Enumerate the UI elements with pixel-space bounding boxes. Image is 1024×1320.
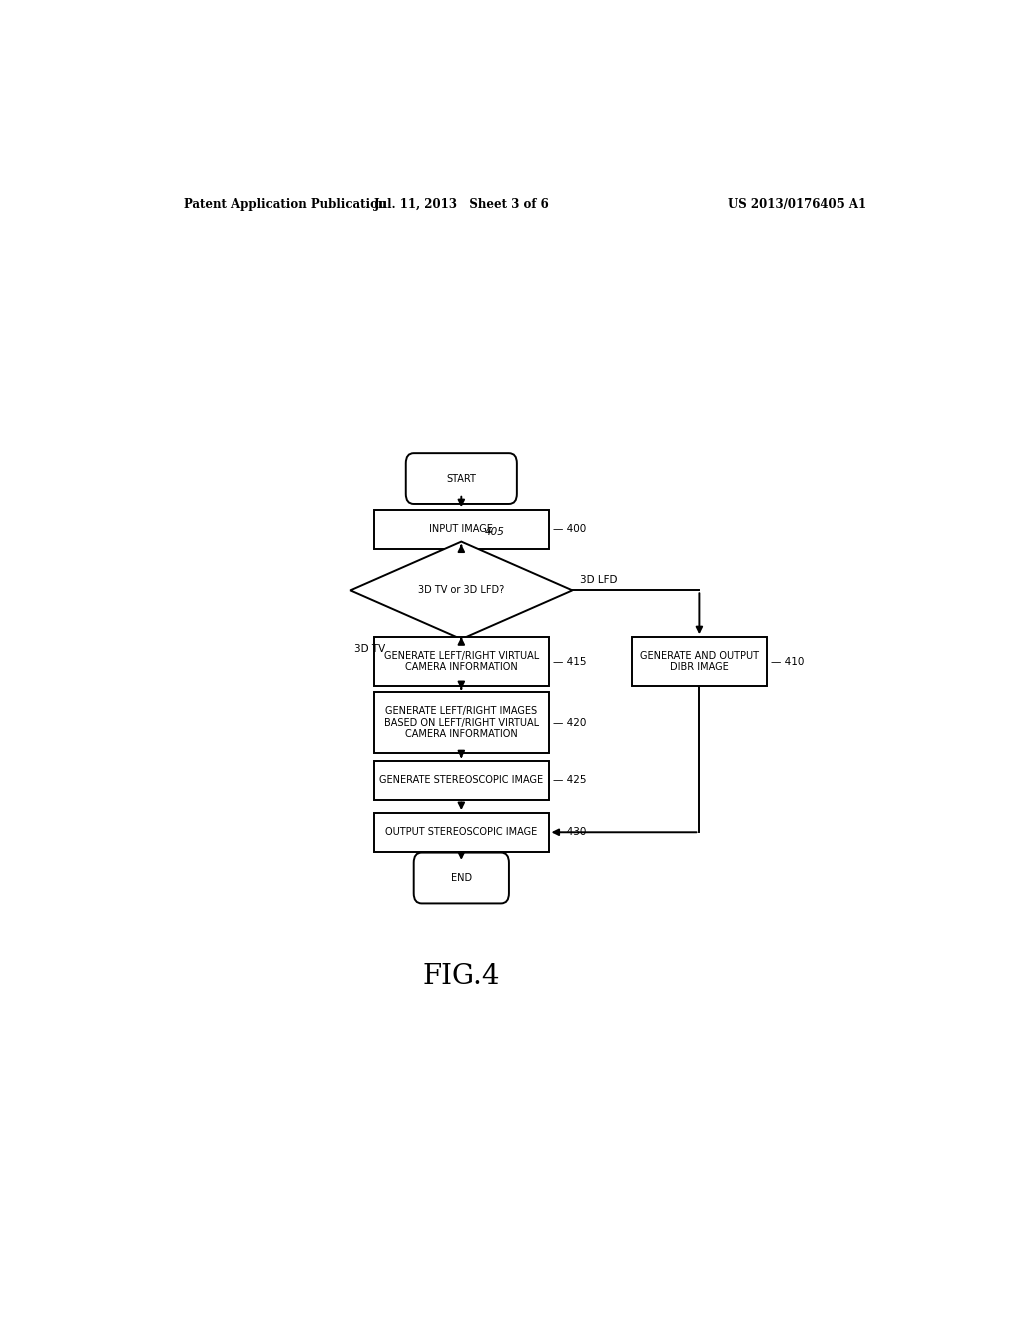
Text: — 425: — 425 <box>553 775 586 785</box>
Bar <box>374 762 549 800</box>
Bar <box>632 638 767 686</box>
Bar <box>374 813 549 851</box>
Text: GENERATE AND OUTPUT
DIBR IMAGE: GENERATE AND OUTPUT DIBR IMAGE <box>640 651 759 672</box>
Text: US 2013/0176405 A1: US 2013/0176405 A1 <box>728 198 866 211</box>
Text: END: END <box>451 873 472 883</box>
Polygon shape <box>350 541 572 639</box>
Text: START: START <box>446 474 476 483</box>
Text: GENERATE LEFT/RIGHT VIRTUAL
CAMERA INFORMATION: GENERATE LEFT/RIGHT VIRTUAL CAMERA INFOR… <box>384 651 539 672</box>
Text: — 410: — 410 <box>771 656 804 667</box>
FancyBboxPatch shape <box>406 453 517 504</box>
Text: — 420: — 420 <box>553 718 586 727</box>
Text: FIG.4: FIG.4 <box>423 964 500 990</box>
Bar <box>374 692 549 752</box>
Text: — 400: — 400 <box>553 524 586 535</box>
FancyBboxPatch shape <box>414 853 509 903</box>
Text: GENERATE LEFT/RIGHT IMAGES
BASED ON LEFT/RIGHT VIRTUAL
CAMERA INFORMATION: GENERATE LEFT/RIGHT IMAGES BASED ON LEFT… <box>384 706 539 739</box>
Bar <box>374 510 549 549</box>
Text: 3D TV: 3D TV <box>354 644 385 655</box>
Text: — 430: — 430 <box>553 828 586 837</box>
Text: 405: 405 <box>485 527 505 536</box>
Text: 3D LFD: 3D LFD <box>581 576 617 585</box>
Text: 3D TV or 3D LFD?: 3D TV or 3D LFD? <box>418 585 505 595</box>
Text: — 415: — 415 <box>553 656 586 667</box>
Text: OUTPUT STEREOSCOPIC IMAGE: OUTPUT STEREOSCOPIC IMAGE <box>385 828 538 837</box>
Text: INPUT IMAGE: INPUT IMAGE <box>429 524 494 535</box>
Text: GENERATE STEREOSCOPIC IMAGE: GENERATE STEREOSCOPIC IMAGE <box>379 775 544 785</box>
Text: Patent Application Publication: Patent Application Publication <box>183 198 386 211</box>
Text: Jul. 11, 2013   Sheet 3 of 6: Jul. 11, 2013 Sheet 3 of 6 <box>374 198 549 211</box>
Bar <box>374 638 549 686</box>
